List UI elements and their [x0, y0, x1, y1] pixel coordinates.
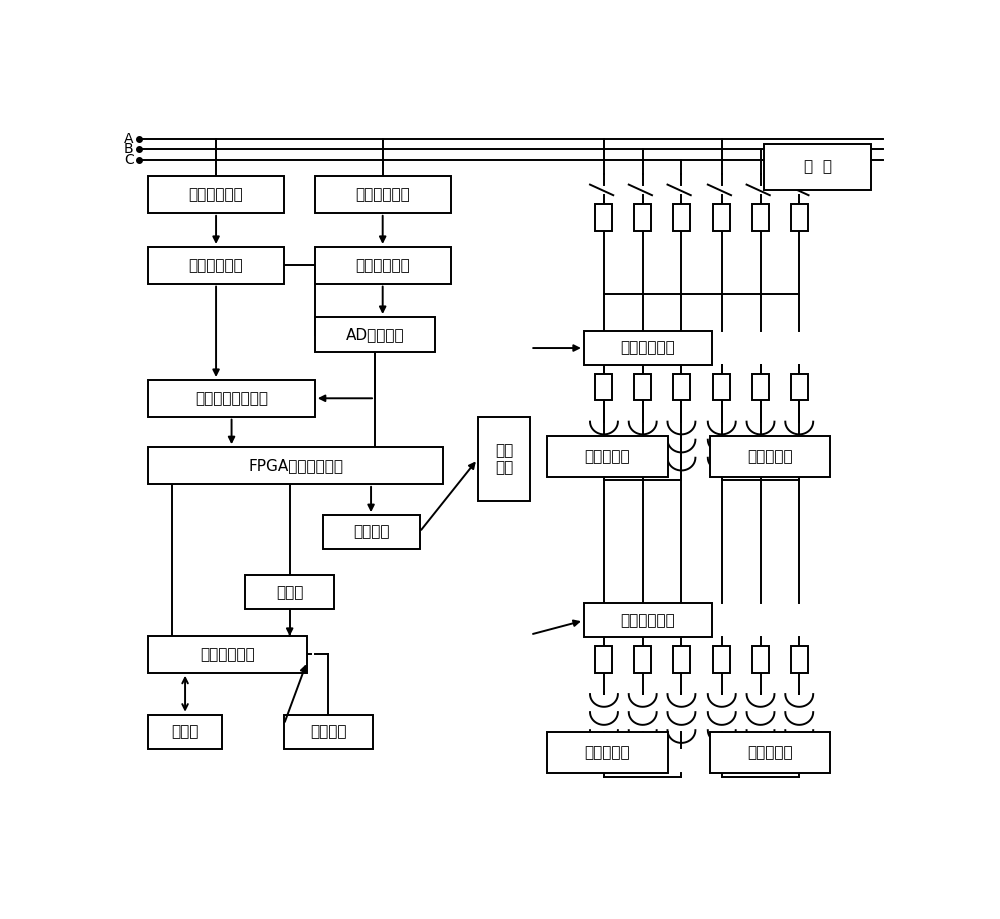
Text: AD转换电路: AD转换电路 — [346, 327, 404, 342]
Text: 功率因数测量电路: 功率因数测量电路 — [195, 391, 268, 406]
Bar — [148, 636, 307, 673]
Text: B: B — [124, 142, 134, 156]
Bar — [710, 732, 830, 773]
Bar — [148, 176, 284, 213]
Bar — [764, 143, 871, 189]
Bar — [148, 380, 315, 416]
Text: C: C — [124, 153, 134, 167]
Text: 第一选相开关: 第一选相开关 — [620, 341, 675, 356]
Bar — [315, 247, 450, 284]
Bar — [584, 331, 712, 365]
Bar — [710, 436, 830, 477]
Text: 负  载: 负 载 — [804, 159, 832, 174]
Bar — [713, 204, 730, 231]
Bar — [547, 732, 668, 773]
Text: 投切信号: 投切信号 — [353, 525, 389, 539]
Text: 第三电容器: 第三电容器 — [585, 745, 630, 760]
Bar — [547, 436, 668, 477]
Text: 第一电容器: 第一电容器 — [585, 448, 630, 464]
Bar — [673, 646, 690, 673]
Bar — [713, 373, 730, 401]
Text: 用户终端: 用户终端 — [310, 724, 347, 739]
Text: 第二电容器: 第二电容器 — [747, 448, 793, 464]
Bar — [634, 646, 651, 673]
Bar — [595, 646, 612, 673]
Bar — [148, 448, 443, 484]
Text: 驱动
电路: 驱动 电路 — [495, 443, 513, 475]
Text: A: A — [124, 131, 134, 145]
Bar — [673, 373, 690, 401]
Bar — [673, 204, 690, 231]
Bar — [634, 204, 651, 231]
Text: 存储器: 存储器 — [276, 584, 303, 600]
Bar — [634, 373, 651, 401]
Bar — [752, 646, 769, 673]
Bar — [752, 373, 769, 401]
Bar — [791, 646, 808, 673]
Bar — [713, 646, 730, 673]
Bar — [284, 715, 373, 749]
Bar — [315, 317, 435, 352]
Bar — [148, 247, 284, 284]
Bar — [791, 373, 808, 401]
Text: 无线通信电路: 无线通信电路 — [200, 647, 255, 662]
Text: 电压滤波电路: 电压滤波电路 — [189, 257, 243, 273]
Bar — [595, 204, 612, 231]
Text: 第二选相开关: 第二选相开关 — [620, 613, 675, 628]
Bar — [315, 176, 450, 213]
Text: 第四电容器: 第四电容器 — [747, 745, 793, 760]
Bar — [148, 715, 222, 749]
Bar — [323, 515, 420, 549]
Bar — [752, 204, 769, 231]
Text: 电流滤波电路: 电流滤波电路 — [355, 257, 410, 273]
Bar — [584, 604, 712, 638]
Bar — [245, 575, 334, 609]
Text: 上位机: 上位机 — [171, 724, 199, 739]
Text: FPGA中央处理电路: FPGA中央处理电路 — [248, 458, 343, 473]
Bar — [595, 373, 612, 401]
Text: 电压检测电路: 电压检测电路 — [189, 187, 243, 202]
Bar — [478, 417, 530, 501]
Text: 电流检测电路: 电流检测电路 — [355, 187, 410, 202]
Bar — [791, 204, 808, 231]
